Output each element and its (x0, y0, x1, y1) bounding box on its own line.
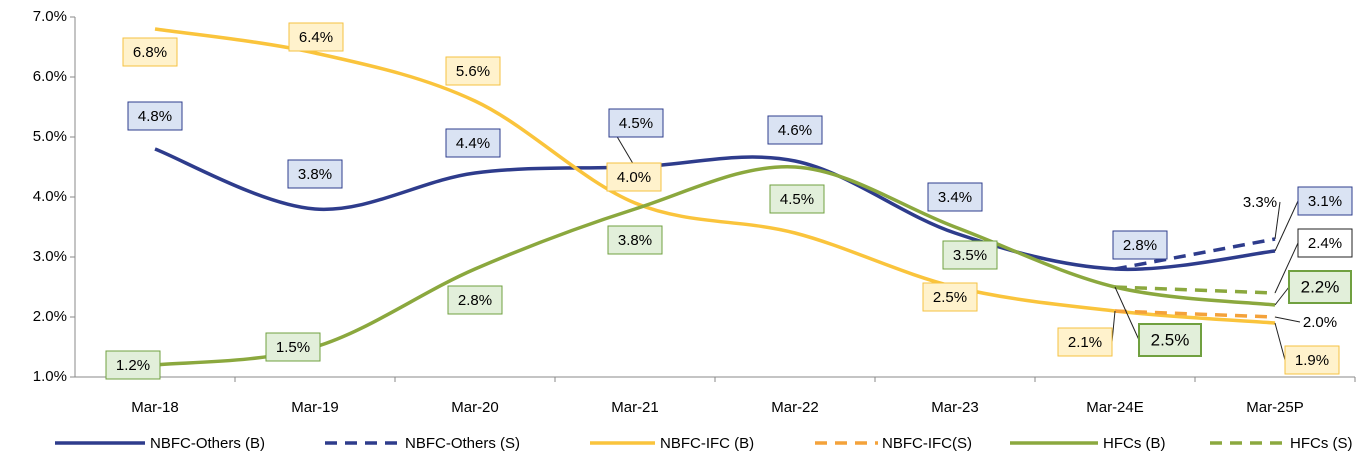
series-line (1114, 285, 1276, 295)
leader-line (1274, 316, 1301, 323)
x-tick-label: Mar-25P (1246, 399, 1304, 416)
legend-label: HFCs (S) (1290, 435, 1353, 452)
data-label: 2.5% (933, 289, 967, 306)
data-label: 3.1% (1308, 193, 1342, 210)
y-tick-label: 1.0% (33, 368, 67, 385)
legend-label: HFCs (B) (1103, 435, 1166, 452)
label-box (1297, 186, 1353, 216)
data-label: 4.4% (456, 135, 490, 152)
label-box (606, 162, 662, 192)
data-label: 5.6% (456, 63, 490, 80)
legend-label: NBFC-Others (S) (405, 435, 520, 452)
x-tick-label: Mar-19 (291, 399, 339, 416)
x-tick-label: Mar-20 (451, 399, 499, 416)
leader-line (1274, 286, 1290, 306)
label-box (445, 56, 501, 86)
y-tick-label: 7.0% (33, 8, 67, 25)
x-tick-label: Mar-18 (131, 399, 179, 416)
label-box (445, 128, 501, 158)
data-label: 1.9% (1295, 352, 1329, 369)
x-tick-label: Mar-21 (611, 399, 659, 416)
x-tick-label: Mar-24E (1086, 399, 1144, 416)
label-box (1297, 228, 1353, 258)
data-label: 1.2% (116, 357, 150, 374)
y-tick-label: 3.0% (33, 248, 67, 265)
y-tick-label: 4.0% (33, 188, 67, 205)
series-line (154, 27, 1276, 325)
label-box (288, 22, 344, 52)
label-box (127, 101, 183, 131)
label-box (1288, 270, 1352, 304)
leader-line (1274, 201, 1281, 240)
label-box (1284, 345, 1340, 375)
series-line (1114, 237, 1276, 271)
y-tick-label: 6.0% (33, 68, 67, 85)
label-box (1112, 230, 1168, 260)
data-label: 4.5% (780, 191, 814, 208)
data-label: 4.0% (617, 169, 651, 186)
data-label: 3.4% (938, 189, 972, 206)
data-label: 2.2% (1301, 277, 1340, 296)
data-label: 6.4% (299, 29, 333, 46)
data-label: 4.8% (138, 108, 172, 125)
data-label: 3.5% (953, 247, 987, 264)
label-box (769, 184, 825, 214)
label-box (1138, 323, 1202, 357)
data-label: 2.1% (1068, 334, 1102, 351)
data-label: 1.5% (276, 339, 310, 356)
series-line (1114, 309, 1276, 319)
leader-line (1274, 322, 1286, 361)
label-box (922, 282, 978, 312)
label-box (927, 182, 983, 212)
data-label: 2.0% (1303, 314, 1337, 331)
data-label: 2.4% (1308, 235, 1342, 252)
data-label: 3.8% (618, 232, 652, 249)
legend-label: NBFC-IFC(S) (882, 435, 972, 452)
label-box (608, 108, 664, 138)
data-label: 2.5% (1151, 330, 1190, 349)
data-label: 4.6% (778, 122, 812, 139)
leader-line (1274, 242, 1299, 294)
series-line (154, 165, 1276, 367)
y-tick-label: 2.0% (33, 308, 67, 325)
label-box (287, 159, 343, 189)
label-box (265, 332, 321, 362)
data-label: 3.3% (1243, 194, 1277, 211)
legend-label: NBFC-Others (B) (150, 435, 265, 452)
label-box (122, 37, 178, 67)
x-tick-label: Mar-22 (771, 399, 819, 416)
label-box (105, 350, 161, 380)
x-tick-label: Mar-23 (931, 399, 979, 416)
legend-label: NBFC-IFC (B) (660, 435, 754, 452)
label-box (1057, 327, 1113, 357)
label-box (942, 240, 998, 270)
leader-line (1114, 286, 1140, 341)
data-label: 3.8% (298, 166, 332, 183)
data-label: 6.8% (133, 44, 167, 61)
data-label: 4.5% (619, 115, 653, 132)
label-box (767, 115, 823, 145)
leader-line (1274, 200, 1299, 252)
y-tick-label: 5.0% (33, 128, 67, 145)
data-label: 2.8% (1123, 237, 1157, 254)
series-line (154, 147, 1276, 272)
data-label: 2.8% (458, 292, 492, 309)
label-box (607, 225, 663, 255)
label-box (447, 285, 503, 315)
